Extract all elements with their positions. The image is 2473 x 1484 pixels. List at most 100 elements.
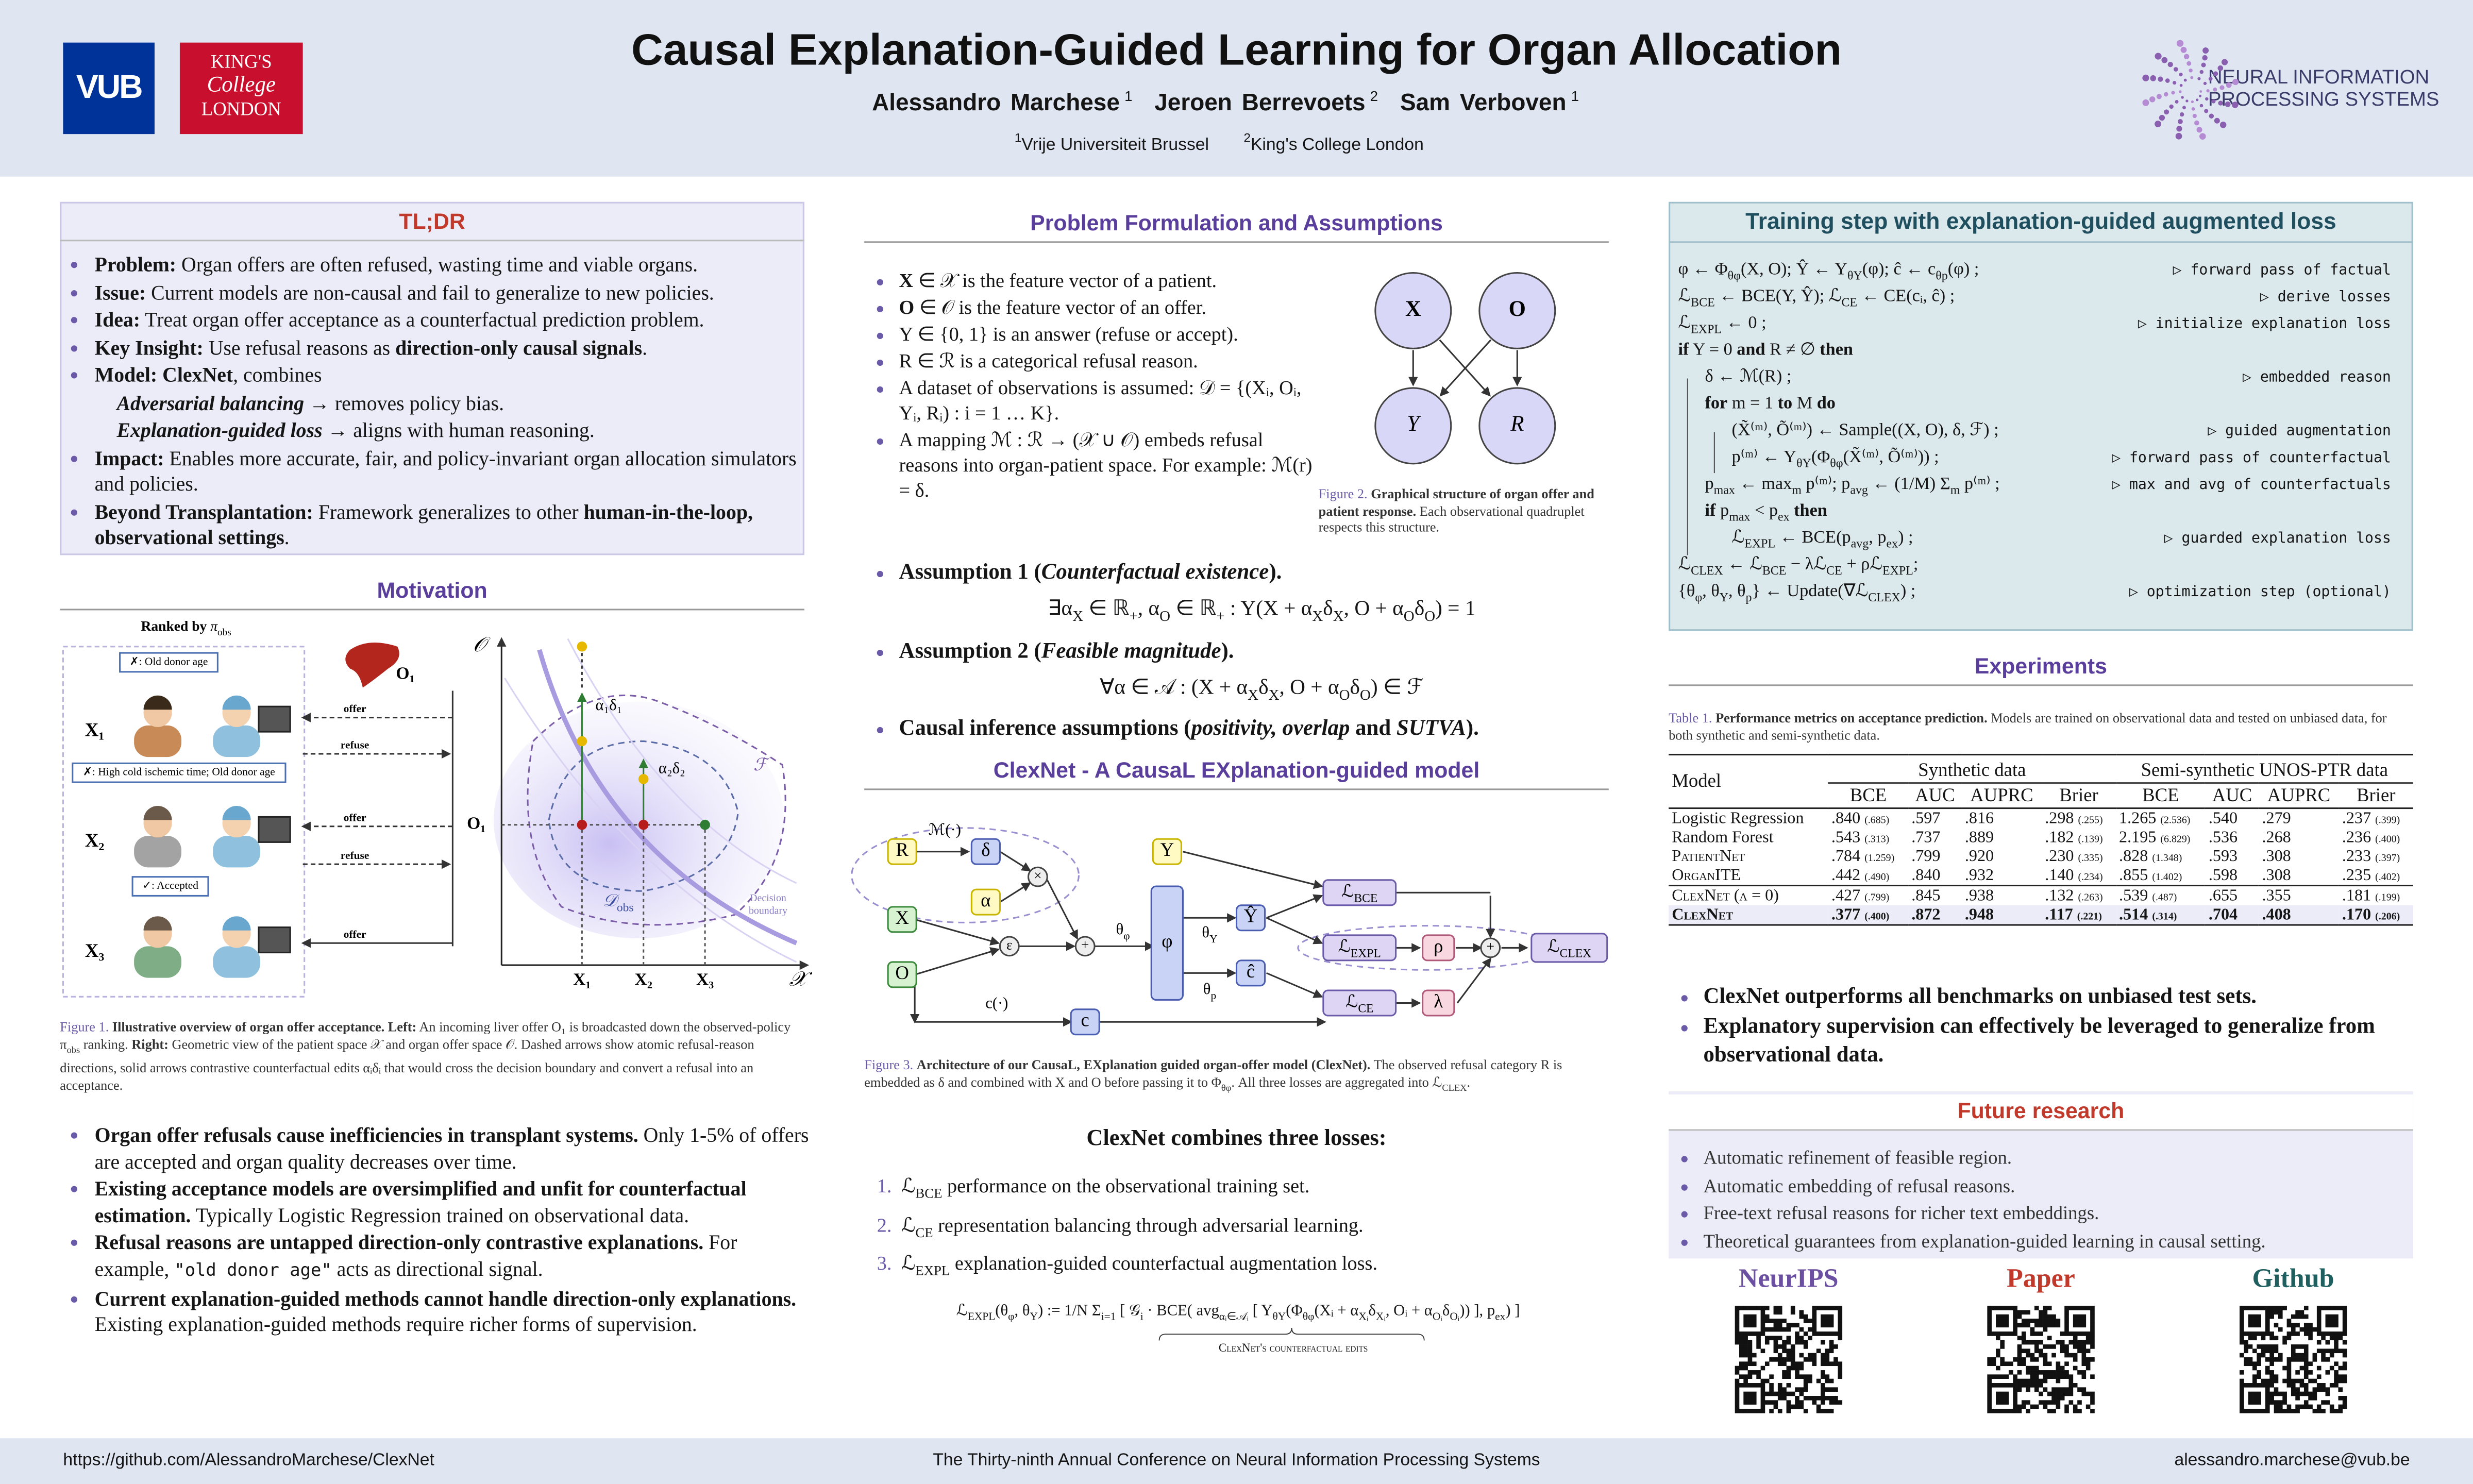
note: ✗: Old donor age [130, 655, 208, 667]
qr-module [2090, 1340, 2095, 1345]
qr-module [2026, 1383, 2030, 1388]
arch-node [970, 838, 1001, 865]
text-run: Use refusal reasons as [203, 335, 396, 359]
qr-module [1833, 1331, 1838, 1336]
qr-module [2295, 1314, 2300, 1319]
arch-edge [914, 947, 1000, 975]
qr-module [2017, 1314, 2022, 1319]
table-cell: .889 [1962, 828, 2042, 847]
cell-sd: (1.348) [2152, 852, 2182, 864]
list-item: Explanatory supervision can effectively … [1703, 1014, 2429, 1071]
cell-value: .308 [2262, 866, 2291, 884]
qr-module [1739, 1331, 1744, 1336]
qr-module [2043, 1306, 2048, 1310]
algorithm-line: ℒBCE ← BCE(Y, Ŷ); ℒCE ← CE(cᵢ, ĉ) ; ▷ der… [1678, 284, 2413, 311]
text-run: Xᵢ [1358, 1310, 1369, 1323]
qr-module [2073, 1344, 2078, 1349]
qr-module [1739, 1344, 1744, 1349]
qr-module [2308, 1327, 2313, 1332]
list-item: Key Insight: Use refusal reasons as dire… [95, 335, 813, 361]
qr-module [2017, 1357, 2022, 1362]
qr-module [2068, 1374, 2074, 1379]
link-label[interactable]: NeurIPS [1738, 1263, 1839, 1293]
table-cell: .598 [2206, 866, 2259, 885]
qr-module [1756, 1336, 1761, 1341]
text-run: direction-only causal signals [395, 335, 643, 359]
footer-email[interactable]: alessandro.marchese@vub.be [2174, 1451, 2410, 1470]
arch-label: ℒCE [1345, 992, 1373, 1016]
qr-module [2325, 1348, 2330, 1354]
link-label[interactable]: Github [2252, 1263, 2334, 1293]
cell-value: .597 [1911, 810, 1941, 828]
algorithm-comment: ▷ max and avg of counterfactuals [2112, 476, 2391, 494]
qr-module [2034, 1383, 2039, 1388]
qr-module [2278, 1404, 2283, 1409]
qr-module [1735, 1408, 1740, 1413]
column-header: AUPRC [2259, 782, 2339, 808]
qr-module [2047, 1319, 2052, 1323]
qr-module [2073, 1331, 2078, 1336]
qr-module [1743, 1319, 1748, 1323]
qr-module [2312, 1378, 2317, 1384]
text-run: (Φ [1286, 1303, 1303, 1320]
column-header: Brier [2042, 782, 2116, 808]
qr-module [2329, 1319, 2334, 1323]
qr-module [2039, 1319, 2043, 1323]
qr-module [1812, 1361, 1817, 1367]
qr-module [1743, 1336, 1748, 1341]
decision-boundary [537, 649, 798, 946]
text-run: θY [1796, 456, 1811, 470]
boundary-faint [504, 638, 797, 963]
text-run: (φ) ; [1947, 260, 1979, 279]
text-run: BCE [915, 1185, 943, 1201]
qr-module [2013, 1310, 2017, 1315]
qr-module [2257, 1400, 2261, 1405]
formula: ∃αX ∈ ℝ+, αO ∈ ℝ+ : Y(X + αXδX, O + αOδO… [899, 593, 1625, 634]
link-label[interactable]: Paper [2006, 1263, 2075, 1293]
qr-module [2269, 1353, 2274, 1358]
qr-module [2325, 1370, 2330, 1375]
qr-module [1735, 1395, 1740, 1401]
qr-module [1752, 1370, 1757, 1375]
table-row: Random Forest .543 (.313) .737.889.182 (.1… [1669, 828, 2413, 847]
text-run: Geometric view of the patient space 𝒳 an… [60, 1035, 754, 1092]
footer-link[interactable]: https://github.com/AlessandroMarchese/Cl… [63, 1451, 434, 1470]
qr-module [2252, 1391, 2257, 1396]
table-cell: .840 [1908, 866, 1962, 885]
qr-module [1739, 1348, 1744, 1354]
text-run: BCE [1762, 563, 1787, 578]
qr-module [2017, 1348, 2022, 1354]
qr-module [2030, 1331, 2035, 1336]
qr-module [2013, 1314, 2017, 1319]
text-run: Y [1209, 933, 1217, 945]
table-cell: .236 (.400) [2339, 828, 2413, 847]
qr-module [2252, 1383, 2257, 1388]
affiliation-number: 1 [1014, 131, 1022, 145]
qr-module [2073, 1340, 2078, 1345]
table-cell: .855 (1.402) [2116, 866, 2206, 885]
qr-module [1764, 1319, 1770, 1323]
arch-label: ℒBCE [1341, 882, 1377, 905]
qr-module [2295, 1408, 2300, 1413]
qr-module [2334, 1370, 2339, 1375]
logo-dot [2202, 55, 2208, 61]
qr-module [1821, 1408, 1825, 1413]
qr-module [1760, 1404, 1765, 1409]
qr-module [2017, 1336, 2022, 1341]
qr-module [1996, 1391, 2000, 1396]
qr-module [1760, 1408, 1765, 1413]
qr-module [1790, 1344, 1795, 1349]
qr-module [2342, 1310, 2347, 1315]
qr-module [2321, 1331, 2326, 1336]
qr-module [1739, 1336, 1744, 1341]
text-run: ℒ [1338, 937, 1351, 956]
qr-module [2286, 1319, 2292, 1323]
qr-module [1743, 1374, 1748, 1379]
qr-module [2316, 1348, 2321, 1354]
motivation-list: Organ offer refusals cause inefficiencie… [70, 1123, 813, 1340]
qr-module [2060, 1348, 2065, 1354]
logo-dot [2199, 94, 2202, 97]
qr-module [1825, 1378, 1830, 1384]
cell-value: .536 [2208, 829, 2238, 847]
text-run: avg [1850, 483, 1868, 497]
